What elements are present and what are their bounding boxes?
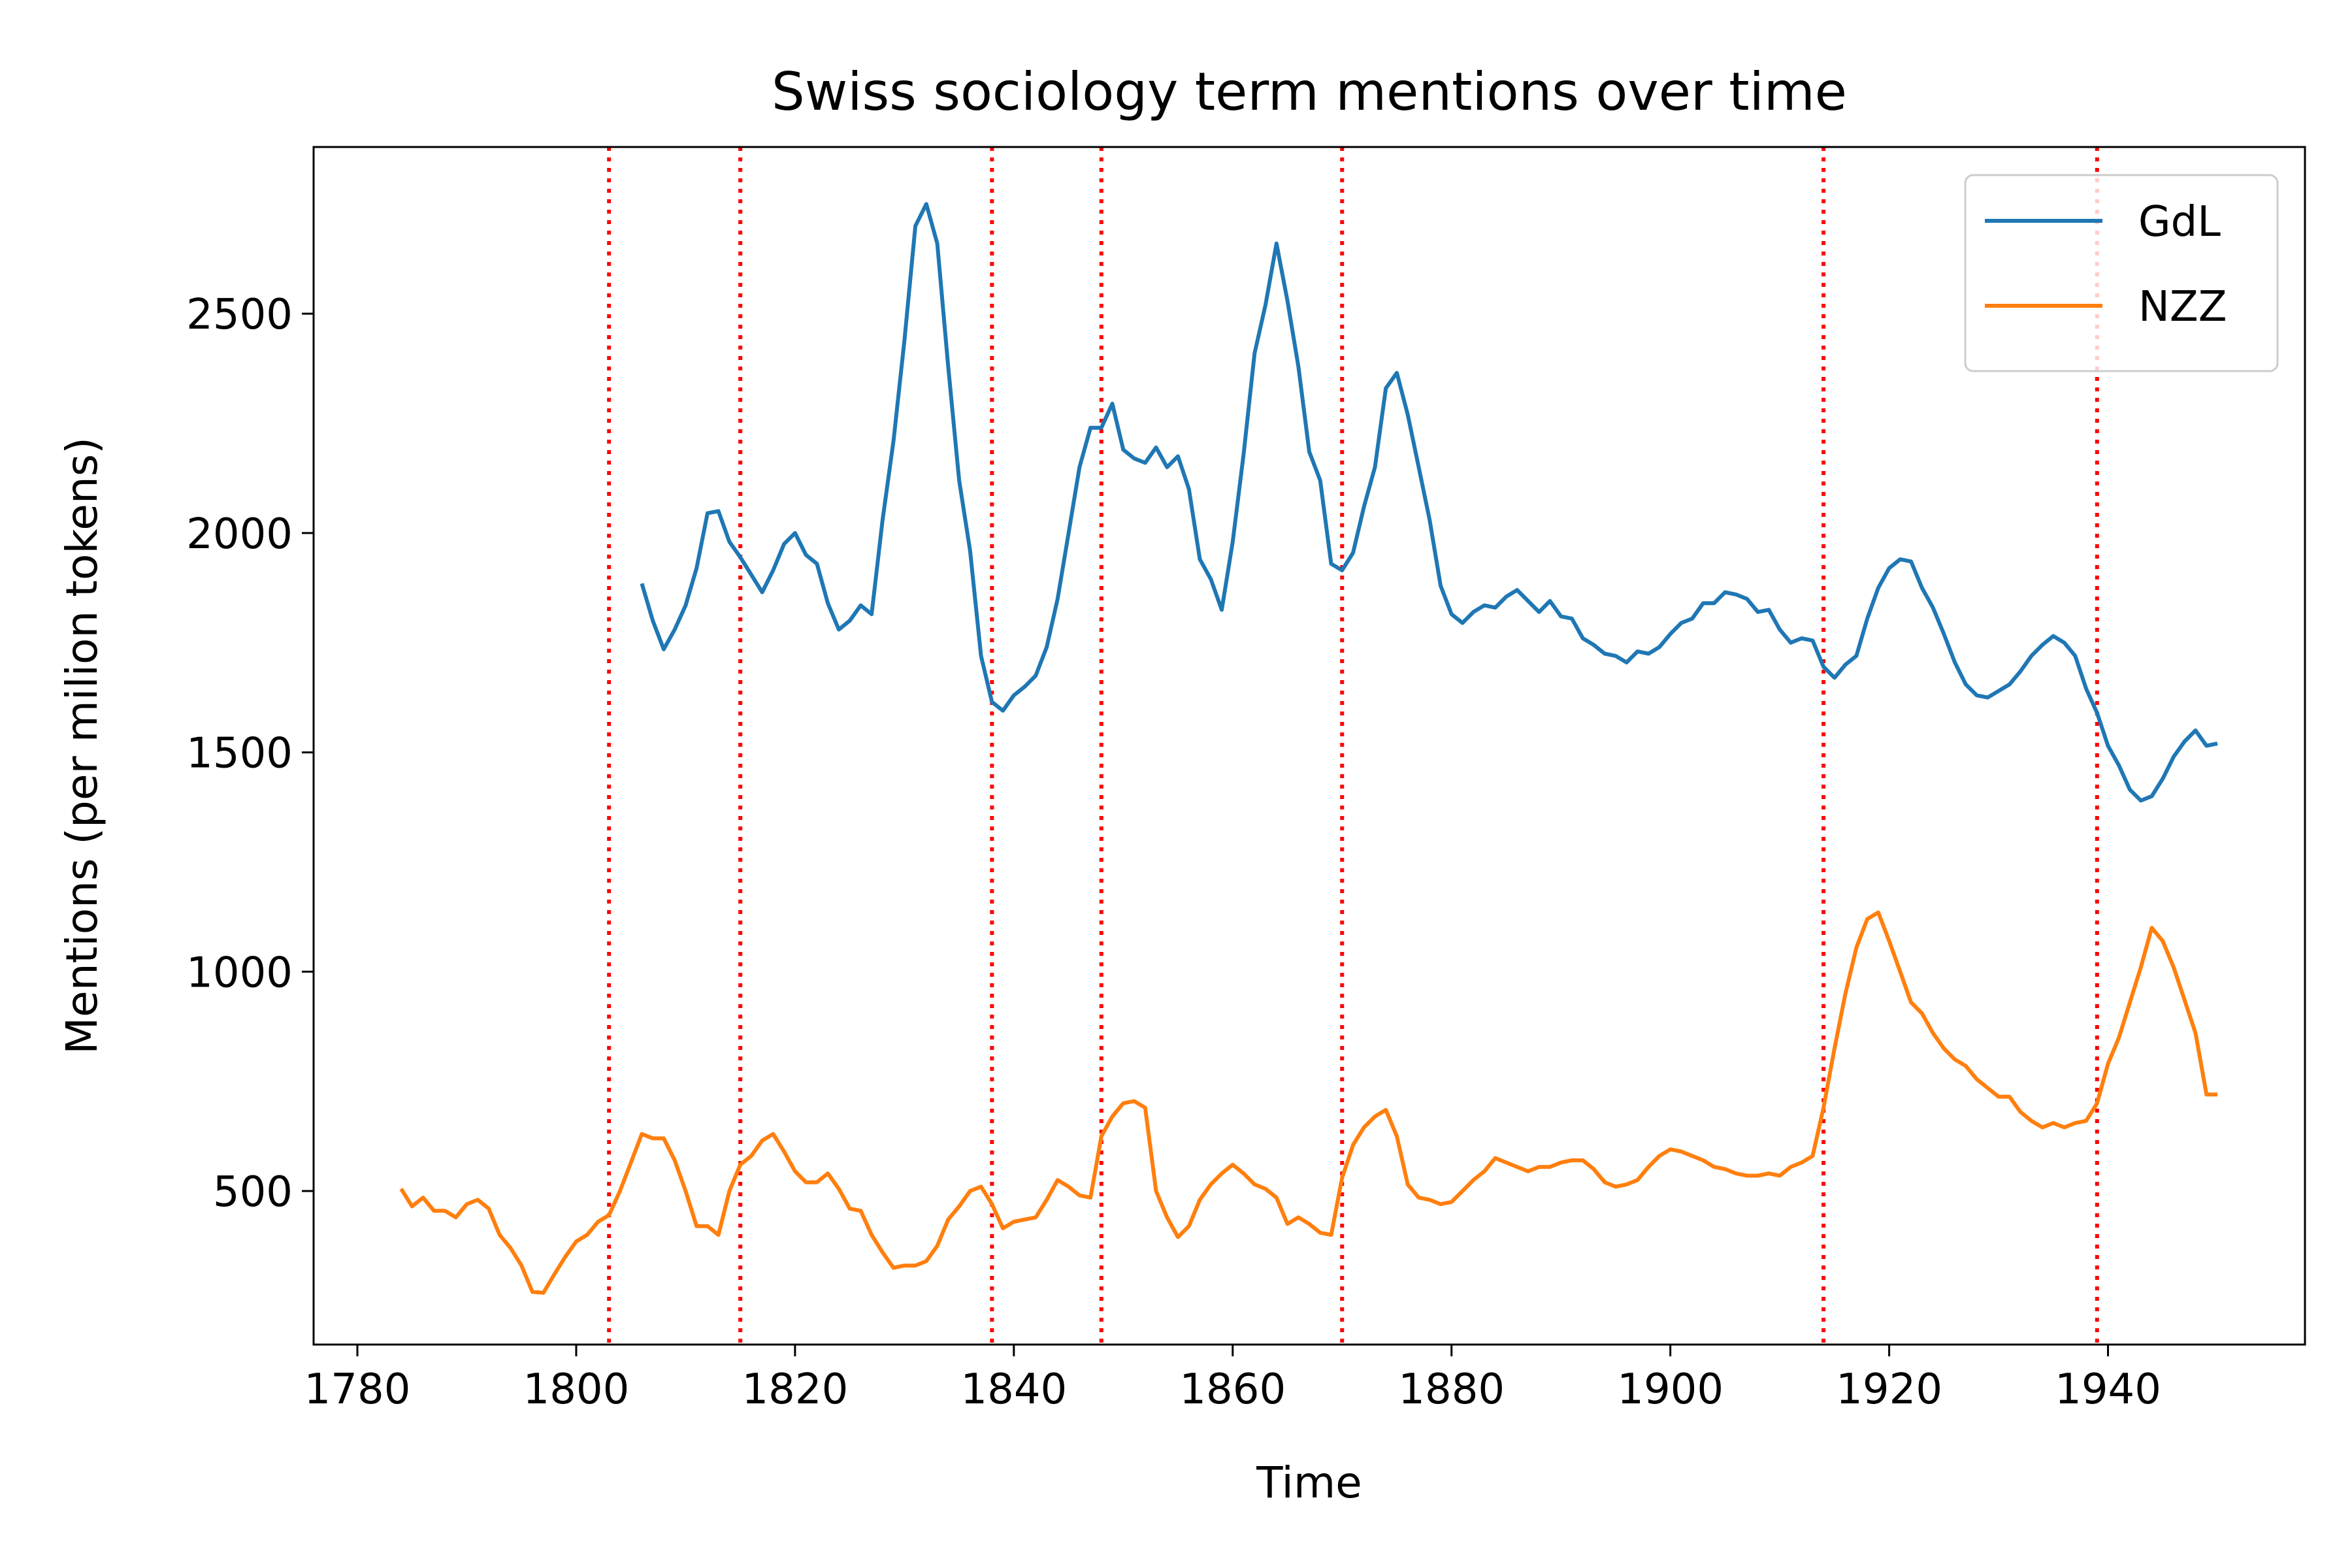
- x-tick-label: 1840: [960, 1365, 1067, 1414]
- plot-frame: [312, 146, 2306, 1346]
- legend-label: NZZ: [2138, 283, 2227, 331]
- legend-box: [1964, 174, 2279, 372]
- x-tick-label: 1940: [2055, 1365, 2161, 1414]
- event-vlines: [607, 147, 2099, 1345]
- y-axis-ticks: 500 1000 1500 2000 2500: [186, 291, 314, 1217]
- series-line-gdl: [640, 202, 2218, 803]
- series-lines: [399, 202, 2218, 1295]
- chart-title: Swiss sociology term mentions over time: [772, 61, 1847, 122]
- x-axis-label: Time: [1256, 1458, 1362, 1508]
- y-axis-label: Mentions (per milion tokens): [57, 437, 107, 1054]
- y-tick-label: 2000: [186, 510, 293, 559]
- y-tick-label: 500: [213, 1168, 293, 1217]
- x-tick-label: 1900: [1617, 1365, 1723, 1414]
- x-tick-label: 1920: [1836, 1365, 1942, 1414]
- legend: GdL NZZ: [1964, 174, 2279, 372]
- x-tick-label: 1880: [1398, 1365, 1505, 1414]
- series-line-nzz: [399, 910, 2217, 1295]
- x-tick-label: 1780: [304, 1365, 411, 1414]
- y-tick-label: 1500: [186, 730, 293, 778]
- y-tick-label: 1000: [186, 949, 293, 997]
- x-tick-label: 1800: [523, 1365, 629, 1414]
- y-tick-label: 2500: [186, 291, 293, 339]
- legend-label: GdL: [2138, 198, 2221, 246]
- x-tick-label: 1860: [1179, 1365, 1286, 1414]
- x-axis-ticks: 1780 1800 1820 1840 1860 1880 1900 1920 1940: [304, 1345, 2161, 1414]
- x-tick-label: 1820: [742, 1365, 848, 1414]
